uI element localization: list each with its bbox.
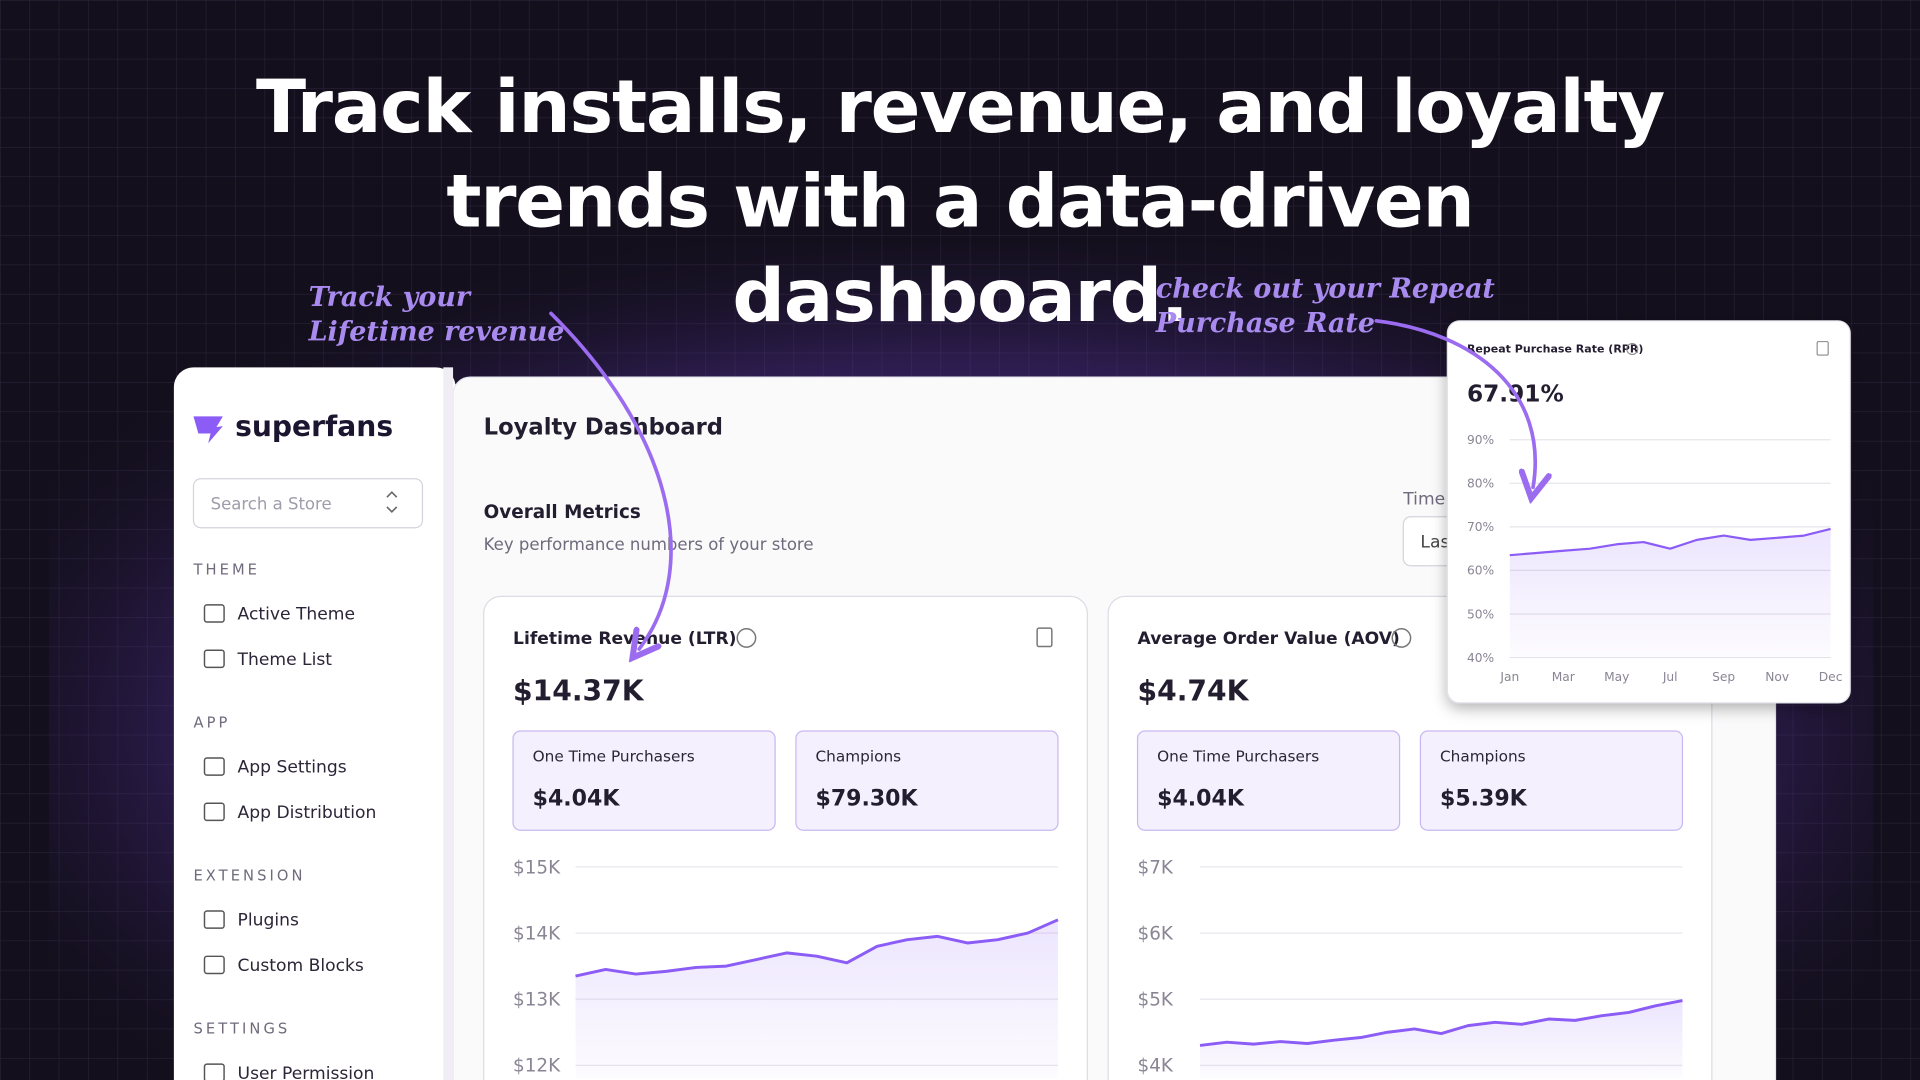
sub-metric-label: One Time Purchasers xyxy=(1157,748,1319,766)
line xyxy=(1509,527,1831,557)
sub-metric-label: One Time Purchasers xyxy=(533,748,695,766)
brand: superfans xyxy=(235,410,393,443)
sub-metric xyxy=(1419,730,1684,831)
nav-icon xyxy=(203,910,225,929)
sub-metric-value: $4.04K xyxy=(533,787,621,812)
sub-metric-label: Champions xyxy=(1440,748,1526,766)
nav-icon xyxy=(203,604,225,623)
y-tick-label: 70% xyxy=(1467,520,1494,534)
page-title: Loyalty Dashboard xyxy=(484,415,723,441)
x-tick-label: Nov xyxy=(1765,670,1789,684)
nav-item[interactable]: User Permission xyxy=(238,1064,375,1080)
y-tick-label: $12K xyxy=(513,1056,561,1077)
x-tick-label: Sep xyxy=(1712,670,1735,684)
y-tick-label: 50% xyxy=(1467,607,1494,621)
y-tick-label: $13K xyxy=(513,990,561,1011)
annotation: Purchase Rate xyxy=(1155,308,1375,339)
nav-item[interactable]: Custom Blocks xyxy=(238,956,364,976)
doc-icon[interactable] xyxy=(1036,627,1053,648)
nav-item[interactable]: Theme List xyxy=(237,650,333,670)
y-tick-label: $6K xyxy=(1138,923,1174,944)
sub-metric-value: $79.30K xyxy=(816,787,919,812)
info-icon[interactable] xyxy=(736,628,757,648)
annotation: Lifetime revenue xyxy=(308,316,565,347)
section-heading: THEME xyxy=(192,561,260,578)
sub-metric-value: $4.04K xyxy=(1157,787,1245,812)
x-tick-label: Jul xyxy=(1662,670,1678,684)
line xyxy=(1199,999,1683,1047)
rpr-title: Repeat Purchase Rate (RPR) xyxy=(1467,343,1643,356)
arrow xyxy=(1374,318,1535,488)
info-icon[interactable] xyxy=(1626,342,1639,355)
x-tick-label: Jan xyxy=(1499,670,1519,684)
headline: dashboard. xyxy=(732,254,1187,339)
y-tick-label: $14K xyxy=(513,923,561,944)
area xyxy=(1509,528,1831,658)
nav-icon xyxy=(203,1063,225,1080)
sub-metric xyxy=(1136,730,1401,831)
nav-item[interactable]: App Distribution xyxy=(238,803,377,823)
card-title: Average Order Value (AOV) xyxy=(1138,629,1400,649)
chevron xyxy=(386,491,398,513)
y-tick-label: $15K xyxy=(513,857,561,878)
area xyxy=(575,919,1058,1079)
annotation: Track your xyxy=(309,282,472,313)
nav-item[interactable]: Plugins xyxy=(238,911,299,931)
time-label: Time xyxy=(1402,489,1445,509)
card-value: $4.74K xyxy=(1138,674,1250,707)
x-tick-label: May xyxy=(1604,670,1629,684)
headline: Track installs, revenue, and loyalty xyxy=(256,65,1664,150)
section-heading: APP xyxy=(193,714,230,731)
y-tick-label: $5K xyxy=(1138,990,1174,1011)
divider xyxy=(443,367,454,1080)
line xyxy=(575,918,1059,978)
y-tick-label: 60% xyxy=(1467,564,1494,578)
nav-item[interactable]: Active Theme xyxy=(238,605,355,625)
doc-icon[interactable] xyxy=(1816,341,1829,356)
nav-icon xyxy=(203,649,225,669)
x-tick-label: Mar xyxy=(1552,670,1576,684)
nav-item[interactable]: App Settings xyxy=(238,758,347,778)
nav-icon xyxy=(203,802,225,822)
y-tick-label: $4K xyxy=(1138,1056,1174,1077)
card-value: $14.37K xyxy=(513,674,645,707)
x-tick-label: Dec xyxy=(1819,670,1843,684)
sub-metric xyxy=(512,730,776,831)
headline: trends with a data-driven xyxy=(446,160,1473,245)
y-tick-label: 80% xyxy=(1467,477,1494,491)
sidebar xyxy=(173,367,456,1080)
metric-card xyxy=(1107,595,1713,1080)
y-tick-label: 90% xyxy=(1467,433,1494,447)
section-title: Overall Metrics xyxy=(484,502,641,523)
sub-metric-label: Champions xyxy=(816,748,902,766)
time-select-value: Las xyxy=(1420,532,1449,552)
nav-icon xyxy=(203,757,225,776)
search-placeholder: Search a Store xyxy=(211,494,332,513)
section-heading: SETTINGS xyxy=(193,1020,290,1037)
info-icon[interactable] xyxy=(1391,628,1412,648)
section-heading: EXTENSION xyxy=(193,867,305,884)
arrow xyxy=(549,311,673,649)
section-subtitle: Key performance numbers of your store xyxy=(484,535,814,554)
sub-metric-value: $5.39K xyxy=(1440,787,1528,812)
nav-icon xyxy=(203,955,225,975)
y-tick-label: $7K xyxy=(1138,857,1174,878)
logo-icon xyxy=(193,416,223,444)
card-title: Lifetime Revenue (LTR) xyxy=(513,629,736,649)
store-search[interactable] xyxy=(192,478,424,529)
y-tick-label: 40% xyxy=(1467,651,1494,665)
annotation: check out your Repeat xyxy=(1156,274,1495,305)
sub-metric xyxy=(795,730,1059,831)
